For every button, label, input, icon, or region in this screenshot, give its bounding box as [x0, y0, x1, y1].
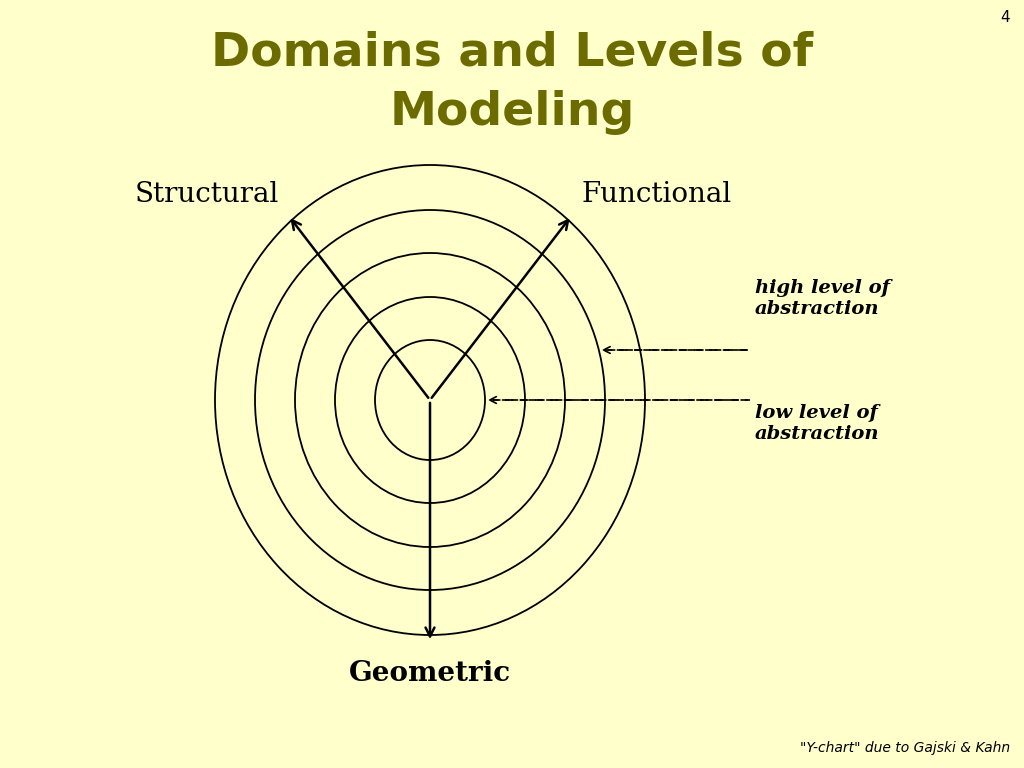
Text: "Y-chart" due to Gajski & Kahn: "Y-chart" due to Gajski & Kahn [800, 741, 1010, 755]
Text: Modeling: Modeling [389, 90, 635, 135]
Text: Domains and Levels of: Domains and Levels of [211, 30, 813, 75]
Text: Geometric: Geometric [349, 660, 511, 687]
Text: Structural: Structural [134, 180, 279, 208]
Text: 4: 4 [1000, 10, 1010, 25]
Text: Functional: Functional [582, 180, 732, 208]
Text: low level of
abstraction: low level of abstraction [755, 404, 880, 443]
Text: high level of
abstraction: high level of abstraction [755, 280, 890, 318]
